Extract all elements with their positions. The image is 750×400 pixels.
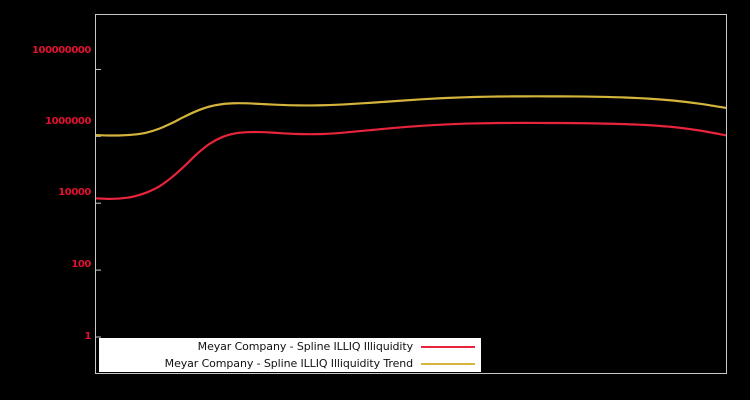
y-tick-label: 100 bbox=[71, 259, 91, 270]
legend-label: Meyar Company - Spline ILLIQ Illiquidity bbox=[197, 340, 413, 353]
legend-color-swatch bbox=[421, 362, 475, 365]
y-tick-label: 1 bbox=[84, 331, 91, 342]
plot-area bbox=[95, 14, 727, 374]
y-tick-label: 100000000 bbox=[31, 45, 91, 56]
y-tick-label: 1000000 bbox=[45, 116, 91, 127]
series-line-trend bbox=[96, 95, 726, 137]
y-tick-label: 10000 bbox=[58, 187, 91, 198]
legend: Meyar Company - Spline ILLIQ Illiquidity… bbox=[99, 338, 481, 372]
legend-item-illiquidity: Meyar Company - Spline ILLIQ Illiquidity bbox=[99, 338, 481, 355]
y-axis: 100000000 1000000 10000 100 1 bbox=[0, 0, 91, 400]
legend-item-illiquidity-trend: Meyar Company - Spline ILLIQ Illiquidity… bbox=[99, 355, 481, 372]
legend-color-swatch bbox=[421, 345, 475, 348]
series-line-illiquidity bbox=[96, 121, 726, 200]
plot-canvas bbox=[96, 68, 726, 338]
tick-marks bbox=[96, 68, 101, 338]
legend-label: Meyar Company - Spline ILLIQ Illiquidity… bbox=[164, 357, 413, 370]
